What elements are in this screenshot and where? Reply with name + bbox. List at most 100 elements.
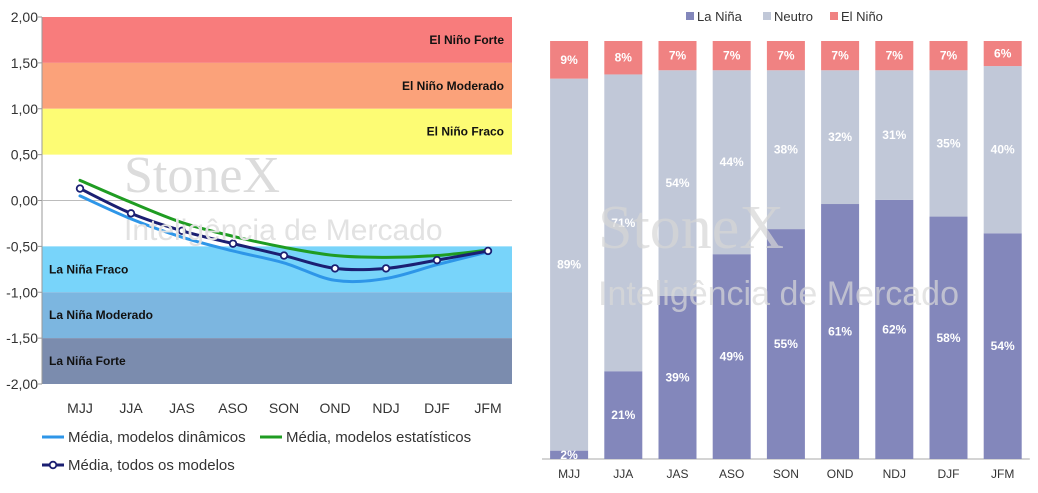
- enso-band: [42, 17, 512, 63]
- data-label: 7%: [777, 49, 795, 63]
- enso-band: [42, 338, 512, 384]
- data-label: 58%: [936, 331, 960, 345]
- data-label: 55%: [774, 337, 798, 351]
- bar-segment: [658, 295, 697, 459]
- data-label: 40%: [991, 143, 1015, 157]
- x-tick-label: SON: [773, 467, 799, 481]
- legend-label: El Niño: [841, 9, 883, 24]
- data-label: 7%: [886, 49, 904, 63]
- data-label: 44%: [720, 155, 744, 169]
- bar-segment: [712, 254, 751, 459]
- bar-segment: [983, 41, 1022, 67]
- legend-swatch: [686, 12, 694, 20]
- x-tick-label: NDJ: [883, 467, 906, 481]
- bar-segment: [875, 199, 914, 459]
- bar-segment: [712, 41, 751, 71]
- data-label: 7%: [669, 49, 687, 63]
- bar-segment: [875, 41, 914, 71]
- bar-segment: [550, 41, 589, 79]
- x-tick-label: OND: [827, 467, 854, 481]
- series-line: [78, 194, 490, 284]
- bar-segment: [983, 233, 1022, 459]
- bar-segment: [604, 74, 643, 372]
- enso-band: [42, 108, 512, 155]
- bar-segment: [658, 41, 697, 71]
- data-label: 21%: [611, 408, 635, 422]
- data-label: 71%: [611, 216, 635, 230]
- legend-label: Neutro: [774, 9, 813, 24]
- legend-label: Média, todos os modelos: [68, 457, 235, 474]
- x-tick-label: JFM: [991, 467, 1014, 481]
- x-tick-label: JAS: [666, 467, 688, 481]
- bar-segment: [875, 70, 914, 200]
- bar-segment: [929, 70, 968, 217]
- legend-marker: [48, 460, 58, 470]
- series-point: [483, 246, 493, 256]
- band-label: El Niño Fraco: [427, 125, 504, 139]
- series-point: [75, 184, 85, 193]
- data-label: 9%: [560, 53, 578, 67]
- bar-segment: [766, 229, 805, 459]
- bar-segment: [604, 371, 643, 459]
- series-point: [279, 251, 289, 260]
- x-tick-label: SON: [269, 400, 299, 416]
- data-label: 54%: [991, 339, 1015, 353]
- watermark-brand: StoneX: [598, 194, 784, 262]
- enso-band: [42, 62, 512, 109]
- enso-probability-bar-chart: 2% 89% 9% MJJ 21% 71% 8% JJA 39% 54% 7% JAS 49% 44% 7%…: [542, 9, 1030, 481]
- enso-forecast-line-chart: El Niño Forte El Niño Moderado El Niño Fra…: [6, 9, 512, 474]
- y-tick-label: -1,00: [6, 284, 38, 300]
- watermark: StoneX Inteligência de Mercado StoneX In…: [124, 147, 959, 313]
- data-label: 32%: [828, 130, 852, 144]
- x-tick-label: JJA: [613, 467, 633, 481]
- legend-label: Média, modelos dinâmicos: [68, 429, 246, 446]
- data-label: 89%: [557, 258, 581, 272]
- bar-segment: [821, 70, 860, 205]
- x-tick-label: DJF: [424, 400, 450, 416]
- bar-segment: [766, 70, 805, 230]
- series-point: [330, 264, 340, 273]
- series-point: [381, 264, 391, 273]
- enso-band: [42, 292, 512, 339]
- watermark-subtitle: Inteligência de Mercado: [124, 214, 443, 247]
- data-label: 7%: [940, 49, 958, 63]
- y-tick-label: 1,00: [11, 101, 38, 117]
- y-tick-label: 2,00: [11, 9, 38, 25]
- x-tick-label: ASO: [218, 400, 248, 416]
- data-label: 8%: [615, 51, 633, 65]
- band-label: El Niño Forte: [429, 33, 504, 47]
- data-label: 7%: [723, 49, 741, 63]
- x-tick-label: MJJ: [67, 400, 93, 416]
- legend-label: La Niña: [697, 9, 743, 24]
- watermark-brand: StoneX: [124, 147, 280, 204]
- data-label: 31%: [882, 128, 906, 142]
- data-label: 38%: [774, 143, 798, 157]
- data-label: 35%: [936, 136, 960, 150]
- band-label: El Niño Moderado: [402, 79, 504, 93]
- y-tick-label: 0,50: [11, 147, 38, 163]
- x-tick-label: OND: [319, 400, 350, 416]
- bar-segment: [821, 41, 860, 71]
- bar-segment: [929, 216, 968, 459]
- bar-segment: [821, 204, 860, 459]
- legend-label: Média, modelos estatísticos: [286, 429, 471, 446]
- data-label: 39%: [665, 370, 689, 384]
- x-tick-label: JJA: [119, 400, 143, 416]
- series-point: [228, 239, 238, 248]
- data-label: 54%: [665, 176, 689, 190]
- y-tick-label: 0,00: [11, 193, 38, 209]
- band-label: La Niña Forte: [49, 354, 126, 368]
- x-tick-label: NDJ: [372, 400, 399, 416]
- bar-segment: [604, 41, 643, 75]
- legend-swatch: [830, 12, 838, 20]
- band-label: La Niña Moderado: [49, 308, 153, 322]
- x-tick-label: ASO: [719, 467, 744, 481]
- data-label: 6%: [994, 47, 1012, 61]
- data-label: 62%: [882, 322, 906, 336]
- bar-segment: [712, 70, 751, 255]
- data-label: 2%: [560, 448, 578, 462]
- band-label: La Niña Fraco: [49, 262, 128, 276]
- bar-segment: [550, 450, 589, 459]
